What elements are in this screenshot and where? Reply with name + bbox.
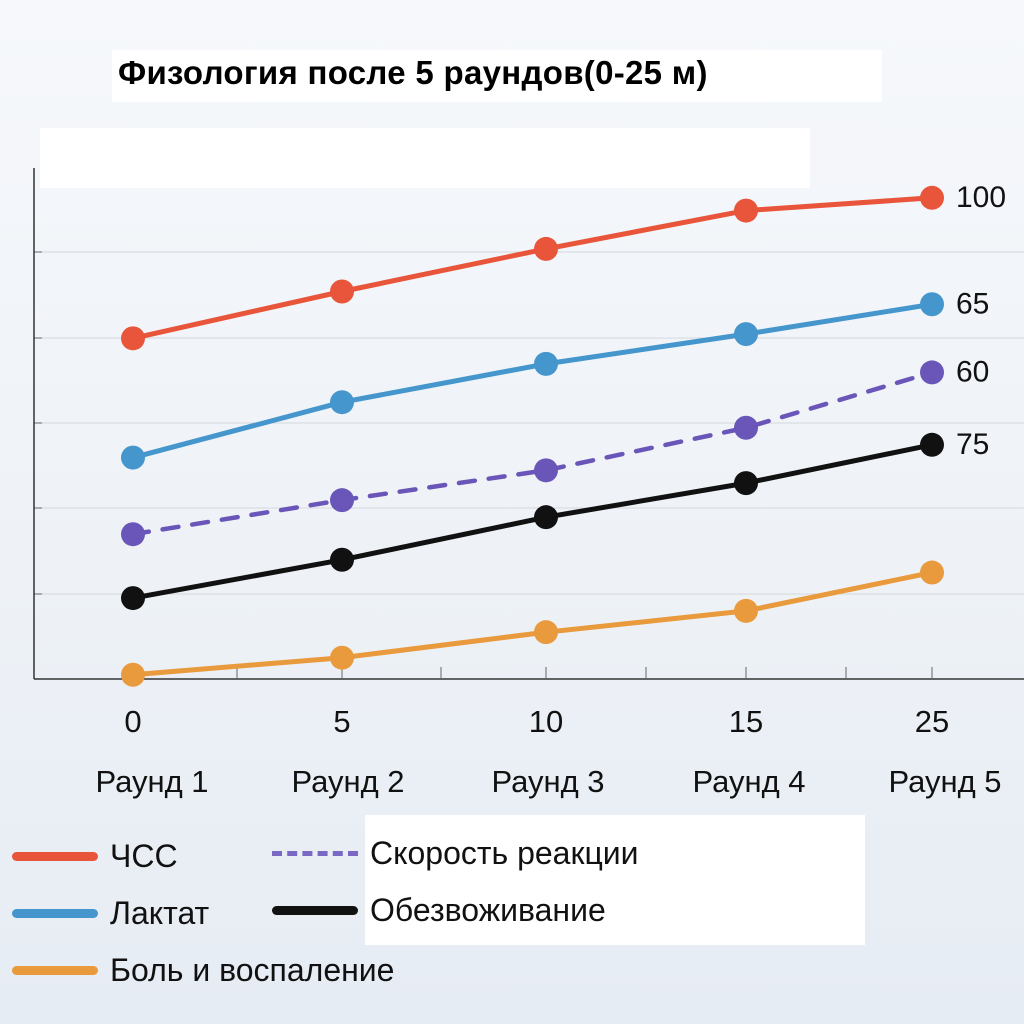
- data-point: [734, 471, 758, 496]
- legend-swatch-dehydration: [272, 906, 358, 915]
- data-point: [534, 620, 558, 645]
- data-point: [121, 586, 145, 611]
- round-label: Раунд 1: [95, 764, 208, 799]
- data-point: [920, 292, 944, 317]
- legend-swatch-pain: [12, 966, 98, 975]
- round-label: Раунд 2: [291, 764, 404, 799]
- end-value-label: 75: [956, 428, 989, 461]
- data-point: [534, 458, 558, 483]
- data-point: [534, 351, 558, 376]
- round-label: Раунд 5: [888, 764, 1001, 799]
- legend-swatch-lactate: [12, 909, 98, 918]
- data-point: [734, 415, 758, 440]
- data-point: [330, 279, 354, 304]
- series-line: [130, 442, 935, 601]
- data-point: [734, 598, 758, 623]
- end-value-label: 65: [956, 287, 989, 320]
- data-point: [330, 390, 354, 415]
- legend-label-lactate: Лактат: [110, 895, 210, 931]
- x-tick-label: 15: [729, 704, 763, 739]
- legend-label-pain: Боль и воспаление: [110, 952, 395, 988]
- legend-label-reaction: Скорость реакции: [370, 835, 639, 871]
- x-tick-label: 5: [333, 704, 350, 739]
- end-value-label: 60: [956, 355, 989, 388]
- legend-item-pain: Боль и воспаление: [12, 952, 394, 989]
- x-tick-label: 10: [529, 704, 563, 739]
- series-line: [130, 195, 935, 341]
- plot-top-panel: [40, 128, 810, 188]
- data-point: [330, 645, 354, 670]
- data-point: [330, 547, 354, 572]
- end-value-label: 100: [956, 181, 1006, 214]
- data-point: [121, 522, 145, 547]
- round-label: Раунд 4: [692, 764, 805, 799]
- legend-background: [365, 815, 865, 945]
- legend-label-hr: ЧСС: [110, 838, 178, 874]
- series-line: [130, 370, 935, 537]
- legend-item-reaction: Скорость реакции: [272, 835, 639, 872]
- data-point: [534, 236, 558, 261]
- data-point: [330, 488, 354, 513]
- series-line: [130, 570, 935, 678]
- data-point: [920, 560, 944, 585]
- data-point: [121, 662, 145, 687]
- data-point: [920, 185, 944, 210]
- data-point: [734, 322, 758, 347]
- data-point: [121, 326, 145, 351]
- series-line: [130, 301, 935, 461]
- data-point: [534, 505, 558, 530]
- legend-label-dehydration: Обезвоживание: [370, 892, 606, 928]
- chart-title: Физология после 5 раундов(0-25 м): [118, 54, 708, 91]
- round-label: Раунд 3: [491, 764, 604, 799]
- legend-swatch-reaction: [272, 851, 358, 856]
- data-point: [920, 432, 944, 457]
- legend-item-lactate: Лактат: [12, 895, 209, 932]
- x-tick-label: 25: [915, 704, 949, 739]
- legend-swatch-hr: [12, 852, 98, 861]
- legend-item-hr: ЧСС: [12, 838, 178, 875]
- x-tick-label: 0: [124, 704, 141, 739]
- data-point: [121, 445, 145, 470]
- title-background: [112, 50, 882, 102]
- data-point: [920, 360, 944, 385]
- legend-item-dehydration: Обезвоживание: [272, 892, 606, 929]
- data-point: [734, 198, 758, 223]
